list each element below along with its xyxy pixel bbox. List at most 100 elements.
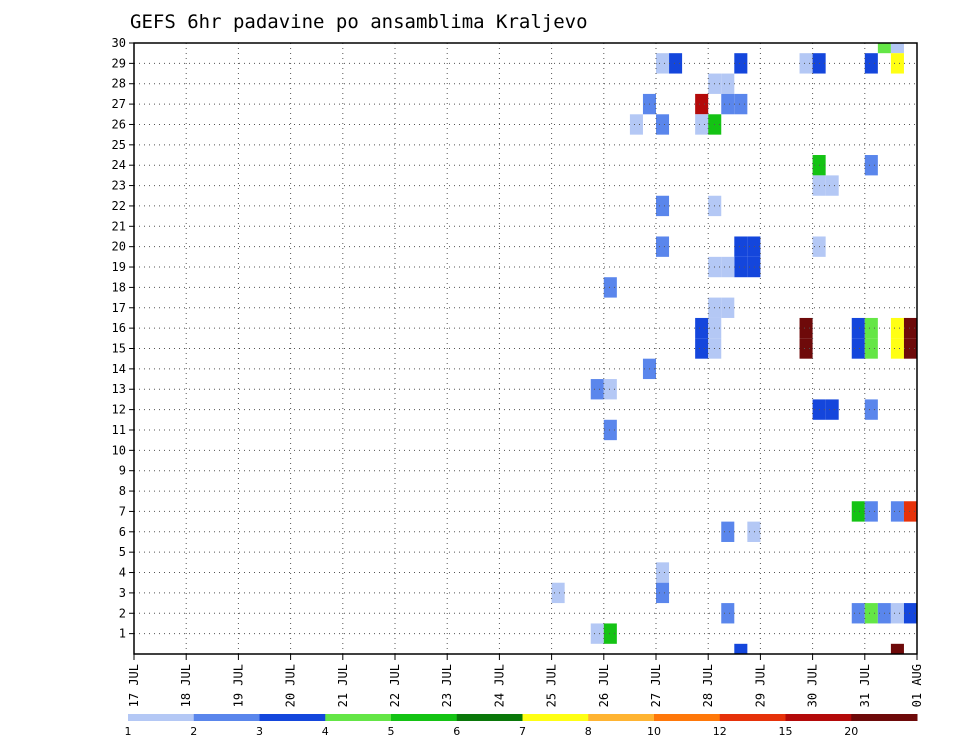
heatmap-cell [734, 643, 748, 654]
y-tick-label: 19 [112, 260, 126, 274]
x-tick-label: 20 JUL [284, 664, 298, 707]
y-tick-label: 5 [119, 545, 126, 559]
y-tick-label: 12 [112, 403, 126, 417]
heatmap-cell [851, 317, 865, 339]
heatmap-cell [721, 603, 735, 624]
x-tick-label: 23 JUL [440, 664, 454, 707]
colorbar-label: 12 [713, 725, 727, 738]
colorbar-segment [522, 714, 589, 721]
heatmap-cell [721, 256, 735, 278]
heatmap-cell [864, 501, 878, 522]
colorbar-segment [719, 714, 786, 721]
heatmap-cell [890, 643, 904, 654]
heatmap-cell [603, 623, 617, 644]
heatmap-cell [890, 53, 904, 74]
heatmap-cell [864, 399, 878, 420]
colorbar-segment [785, 714, 852, 721]
heatmap-cell [864, 53, 878, 74]
colorbar-segment [588, 714, 655, 721]
heatmap-cell [629, 114, 643, 135]
heatmap-cell [721, 297, 735, 318]
colorbar-label: 5 [388, 725, 395, 738]
heatmap-cell [903, 317, 917, 339]
heatmap-cell [669, 53, 683, 74]
y-tick-label: 23 [112, 179, 126, 193]
heatmap-cell [903, 501, 917, 522]
heatmap-cell [747, 521, 761, 542]
colorbar-label: 10 [647, 725, 661, 738]
heatmap-cell [890, 43, 904, 54]
heatmap-cell [864, 603, 878, 624]
colorbar-segment [193, 714, 260, 721]
x-tick-label: 18 JUL [179, 664, 193, 707]
heatmap-cell [734, 236, 748, 257]
y-tick-label: 25 [112, 138, 126, 152]
heatmap-cell [747, 256, 761, 278]
x-axis-ticks: 17 JUL 18 JUL 19 JUL 20 JUL 21 JUL 22 JUL 23 J… [127, 654, 924, 707]
colorbar-segment [128, 714, 195, 721]
x-tick-label: 28 JUL [701, 664, 715, 707]
x-tick-label: 29 JUL [753, 664, 767, 707]
heatmap-cell [695, 317, 709, 339]
heatmap-cell [825, 175, 839, 196]
colorbar-segment [851, 714, 918, 721]
heatmap-cell [695, 93, 709, 115]
colorbar-label: 8 [585, 725, 592, 738]
x-tick-label: 30 JUL [806, 664, 820, 707]
colorbar-segment [391, 714, 458, 721]
grid-layer [133, 42, 918, 654]
heatmap-cell [851, 603, 865, 624]
heatmap-cell [890, 317, 904, 339]
x-tick-label: 24 JUL [492, 664, 506, 707]
heatmap-cell [734, 256, 748, 278]
heatmap-cell [721, 521, 735, 542]
heatmap-cell [903, 338, 917, 359]
heatmap-cell [656, 562, 670, 583]
heatmap-cell [656, 53, 670, 74]
heatmap-cell [656, 236, 670, 257]
y-tick-label: 17 [112, 301, 126, 315]
x-tick-label: 19 JUL [231, 664, 245, 707]
y-tick-label: 8 [119, 484, 126, 498]
heatmap-cell [890, 338, 904, 359]
heatmap-cell [799, 317, 813, 339]
heatmap-cell [603, 419, 617, 441]
x-tick-label: 21 JUL [336, 664, 350, 707]
heatmap-cell [590, 379, 604, 400]
heatmap-cell [656, 195, 670, 217]
colorbar-label: 4 [322, 725, 329, 738]
y-tick-label: 16 [112, 321, 126, 335]
heatmap-cell [656, 114, 670, 135]
colorbar-segment [654, 714, 721, 721]
colorbar-label: 2 [190, 725, 197, 738]
colorbar-label: 3 [256, 725, 263, 738]
y-tick-label: 2 [119, 606, 126, 620]
y-tick-label: 1 [119, 627, 126, 641]
x-tick-label: 22 JUL [388, 664, 402, 707]
colorbar: 1 2 3 4 5 6 7 8 10 12 15 20 [125, 714, 918, 738]
heatmap-cell [825, 399, 839, 420]
heatmap-cell [721, 93, 735, 115]
colorbar-label: 7 [519, 725, 526, 738]
colorbar-label: 20 [844, 725, 858, 738]
x-tick-label: 31 JUL [858, 664, 872, 707]
heatmap-cell [695, 338, 709, 359]
y-tick-label: 4 [119, 566, 126, 580]
chart-title: GEFS 6hr padavine po ansamblima Kraljevo [130, 11, 588, 33]
heatmap-cell [590, 623, 604, 644]
y-tick-label: 24 [112, 158, 126, 172]
y-tick-label: 15 [112, 342, 126, 356]
heatmap-cell [890, 603, 904, 624]
colorbar-label: 15 [779, 725, 793, 738]
heatmap-cell [603, 379, 617, 400]
y-axis-ticks: 1234567891011121314151617181920212223242… [112, 36, 134, 641]
x-tick-label: 27 JUL [649, 664, 663, 707]
colorbar-segment [456, 714, 523, 721]
heatmap-cell [851, 338, 865, 359]
heatmap-cell [799, 53, 813, 74]
colorbar-segment [325, 714, 392, 721]
y-tick-label: 18 [112, 280, 126, 294]
colorbar-label: 1 [125, 725, 132, 738]
heatmap-cell [721, 73, 735, 94]
heatmap-cell [864, 317, 878, 339]
